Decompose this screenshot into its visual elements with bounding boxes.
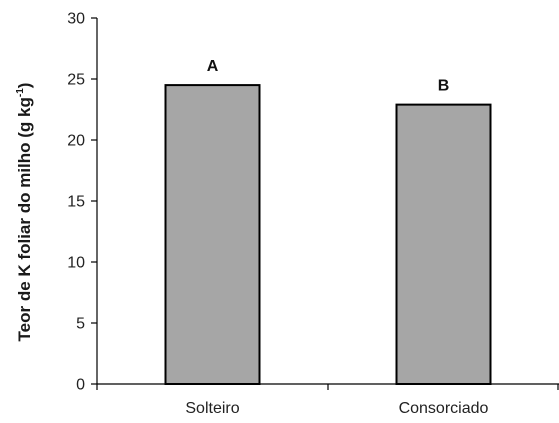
x-axis-ticks: Solteiro Consorciado (96, 384, 559, 417)
bar-data-label: A (207, 58, 219, 75)
y-axis-title: Teor de K foliar do milho (g kg-1) (15, 83, 34, 342)
y-axis-title-suffix: ) (15, 83, 34, 89)
x-category-label: Solteiro (185, 400, 239, 417)
y-axis-title-superscript: -1 (15, 88, 26, 97)
y-tick-label: 25 (67, 72, 85, 89)
bar-consorciado (395, 103, 492, 386)
bar-solteiro (164, 84, 261, 385)
y-tick-label: 20 (67, 133, 85, 150)
x-category-label: Consorciado (399, 400, 489, 417)
y-tick-label: 15 (67, 194, 85, 211)
y-tick-label: 5 (76, 316, 85, 333)
y-tick-label: 10 (67, 255, 85, 272)
bars: AB (164, 58, 492, 386)
y-axis-ticks: 0 5 10 15 20 25 30 (67, 11, 97, 394)
y-tick-label: 30 (67, 11, 85, 28)
bar-data-label: B (438, 78, 450, 95)
y-tick-label: 0 (76, 377, 85, 394)
y-axis-title-text: Teor de K foliar do milho (g kg (15, 97, 34, 341)
